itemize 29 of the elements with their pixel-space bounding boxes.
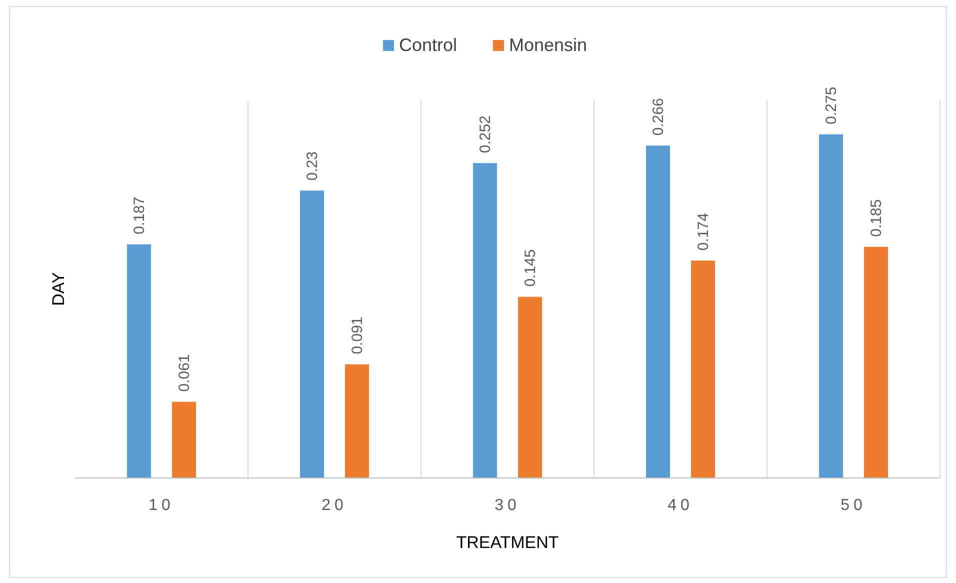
data-label: 0.252: [477, 116, 494, 154]
x-tick-label: 30: [494, 497, 520, 514]
x-tick-label: 10: [148, 497, 174, 514]
bar: [819, 134, 843, 478]
x-tick-label: 20: [322, 497, 348, 514]
bar: [864, 246, 888, 478]
data-label: 0.275: [823, 86, 840, 124]
data-label: 0.061: [176, 354, 193, 392]
bar: [345, 364, 369, 478]
data-label: 0.174: [695, 213, 712, 251]
x-tick-label: 40: [668, 497, 694, 514]
bar: [691, 260, 715, 478]
data-label: 0.091: [349, 316, 366, 354]
legend-label: Monensin: [509, 35, 588, 55]
x-axis-title: TREATMENT: [456, 533, 559, 552]
legend-label: Control: [399, 35, 458, 55]
bar: [518, 296, 542, 478]
data-label: 0.145: [522, 249, 539, 287]
bar: [300, 190, 324, 478]
bar: [646, 146, 670, 478]
bar: [127, 244, 151, 478]
bar: [473, 163, 497, 478]
data-label: 0.185: [868, 199, 885, 237]
data-label: 0.266: [650, 98, 667, 136]
y-axis-title: DAY: [49, 272, 68, 306]
data-label: 0.187: [131, 196, 148, 234]
x-tick-label: 50: [840, 497, 866, 514]
bar: [172, 402, 196, 478]
data-label: 0.23: [304, 151, 321, 181]
